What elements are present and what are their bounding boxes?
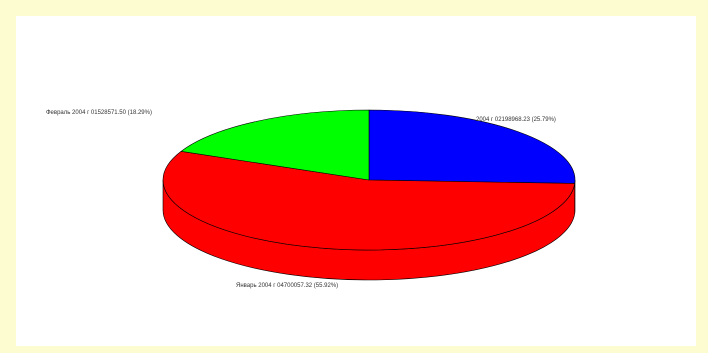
- pie-layer: [162, 109, 576, 281]
- slice-top-1: [162, 151, 576, 251]
- slice-label-green: Февраль 2004 г 01528571.50 (18.29%): [46, 110, 152, 116]
- chart-frame: 2004 г 02198968.23 (25.79%) Январь 2004 …: [16, 16, 696, 346]
- slice-top-0: [368, 109, 576, 184]
- slice-label-red: Январь 2004 г 04700057.32 (55.92%): [236, 283, 338, 289]
- slice-top-2: [180, 109, 370, 181]
- pie-chart: 2004 г 02198968.23 (25.79%) Январь 2004 …: [46, 109, 576, 289]
- slice-label-blue: 2004 г 02198968.23 (25.79%): [476, 117, 556, 123]
